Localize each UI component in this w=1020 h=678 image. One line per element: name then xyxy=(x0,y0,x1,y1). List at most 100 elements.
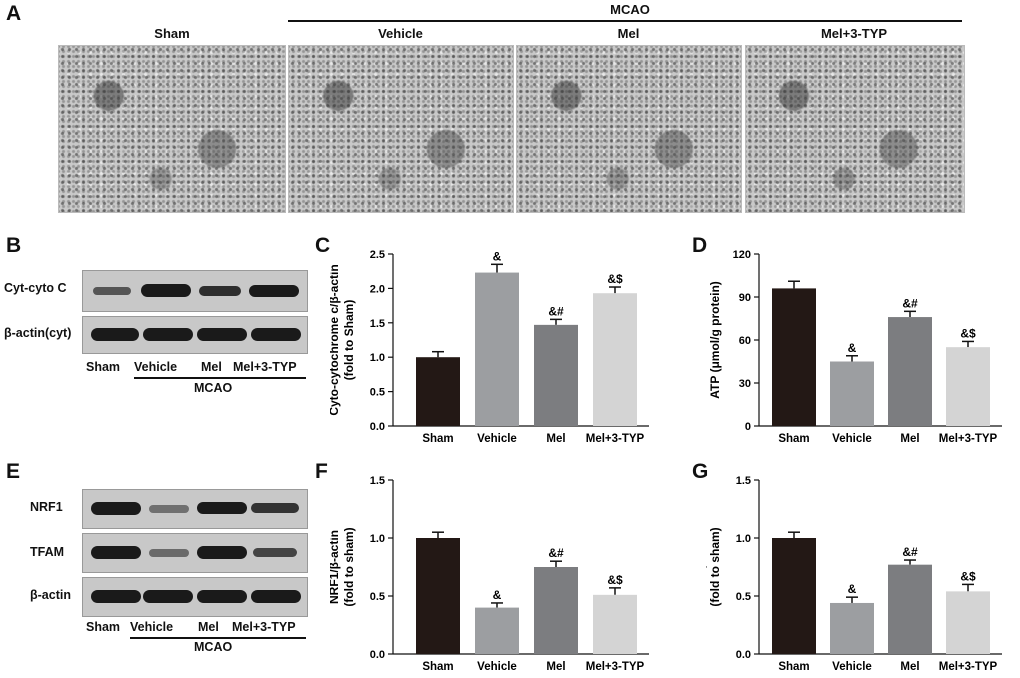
band xyxy=(143,590,193,603)
y-tick-label: 2.0 xyxy=(370,283,385,295)
band xyxy=(91,546,141,559)
panel-letter-g: G xyxy=(692,460,709,483)
panel-letter-e: E xyxy=(6,460,21,483)
lane-label-mel: Mel xyxy=(198,620,219,634)
blot-label-beta-actin-cyt: β-actin(cyt) xyxy=(4,326,72,340)
significance-label: &# xyxy=(548,546,564,560)
x-tick-label: Vehicle xyxy=(832,661,872,673)
x-tick-label: Mel+3-TYP xyxy=(939,433,998,445)
blot-strip-tfam xyxy=(82,533,308,573)
band xyxy=(197,328,247,341)
y-axis-label: (fold to Sham) xyxy=(342,300,356,381)
x-tick-label: Vehicle xyxy=(477,433,517,445)
x-tick-label: Mel xyxy=(900,433,919,445)
band xyxy=(91,502,141,515)
y-axis-label: (fold to sham) xyxy=(708,527,722,606)
mcao-label-e: MCAO xyxy=(194,640,233,654)
em-title-mel-3typ: Mel+3-TYP xyxy=(820,26,888,41)
panel-letter-c: C xyxy=(315,234,331,257)
chart-g: 0.0 0.5 1.0 1.5 TFAM/β-actin(fold to sham) Sh… xyxy=(706,475,1002,673)
x-tick-label: Mel+3-TYP xyxy=(939,661,998,673)
em-image-mel-3typ xyxy=(745,45,965,213)
lane-label-mel-3typ: Mel+3-TYP xyxy=(232,620,296,634)
bar xyxy=(475,272,519,426)
x-tick-label: Vehicle xyxy=(477,661,517,673)
bar xyxy=(416,357,460,426)
blot-label-beta-actin: β-actin xyxy=(30,588,71,602)
lane-label-vehicle: Vehicle xyxy=(130,620,174,634)
band xyxy=(197,502,247,514)
significance-label: &# xyxy=(902,296,918,310)
y-tick-label: 0.5 xyxy=(736,591,751,603)
y-tick-label: 2.5 xyxy=(370,249,385,261)
mcao-group-line xyxy=(288,20,962,22)
band xyxy=(141,284,191,297)
bar xyxy=(593,594,637,654)
y-axis-label: (fold to sham) xyxy=(342,527,356,606)
band xyxy=(253,548,297,557)
blot-label-nrf1: NRF1 xyxy=(30,500,63,514)
x-tick-label: Mel xyxy=(900,661,919,673)
mcao-line-e xyxy=(130,637,306,639)
band xyxy=(249,285,299,297)
band xyxy=(251,590,301,603)
chart-c: 0.0 0.5 1.0 1.5 2.0 2.5 Cyto-cytochrome c/β-ac… xyxy=(330,249,649,445)
panel-letter-f: F xyxy=(315,460,328,483)
y-tick-label: 60 xyxy=(739,335,751,347)
y-tick-label: 1.0 xyxy=(370,352,385,364)
x-tick-label: Vehicle xyxy=(832,433,872,445)
bar xyxy=(772,288,816,426)
x-tick-label: Sham xyxy=(778,661,809,673)
significance-label: &$ xyxy=(607,573,623,587)
significance-label: &$ xyxy=(960,569,976,583)
lane-label-vehicle: Vehicle xyxy=(134,360,178,374)
y-tick-label: 30 xyxy=(739,378,751,390)
mcao-line-b xyxy=(134,377,306,379)
bar xyxy=(830,361,874,426)
em-title-vehicle: Vehicle xyxy=(378,26,423,41)
blot-strip-nrf1 xyxy=(82,489,308,529)
y-tick-label: 1.0 xyxy=(736,533,751,545)
em-image-sham xyxy=(58,45,286,213)
mcao-label-b: MCAO xyxy=(194,381,233,395)
blot-strip-cyt-cyto-c xyxy=(82,270,308,312)
significance-label: & xyxy=(848,582,857,596)
band xyxy=(91,328,139,341)
y-axis-label: ATP (μmol/g protein) xyxy=(708,281,722,399)
em-image-vehicle xyxy=(288,45,514,213)
blot-strip-beta-actin xyxy=(82,577,308,617)
blot-label-tfam: TFAM xyxy=(30,545,65,559)
y-tick-label: 120 xyxy=(733,249,751,261)
panel-letter-a: A xyxy=(6,2,22,25)
em-image-mel xyxy=(516,45,742,213)
x-tick-label: Mel xyxy=(546,661,565,673)
lane-label-mel: Mel xyxy=(201,360,222,374)
bar xyxy=(416,538,460,654)
y-tick-label: 0.5 xyxy=(370,591,385,603)
band xyxy=(93,287,131,295)
bar xyxy=(534,567,578,654)
significance-label: & xyxy=(848,341,857,355)
significance-label: &# xyxy=(902,545,918,559)
band xyxy=(197,546,247,559)
y-tick-label: 1.5 xyxy=(736,475,751,487)
bar xyxy=(593,293,637,426)
band xyxy=(251,328,301,341)
band xyxy=(143,328,193,341)
blot-strip-beta-actin-cyt xyxy=(82,316,308,354)
blot-label-cyt-cyto-c: Cyt-cyto C xyxy=(4,281,67,295)
bar xyxy=(475,607,519,654)
x-tick-label: Sham xyxy=(422,433,453,445)
bar xyxy=(830,602,874,654)
y-tick-label: 0 xyxy=(745,421,751,433)
lane-label-sham: Sham xyxy=(86,620,121,634)
band xyxy=(197,590,247,603)
y-axis-label: NRF1/β-actin xyxy=(330,530,341,604)
y-axis-label: TFAM/β-actin xyxy=(706,529,707,604)
chart-d: 0 30 60 90 120 ATP (μmol/g protein) Sham & Vehic… xyxy=(708,249,1002,445)
x-tick-label: Mel+3-TYP xyxy=(586,661,645,673)
significance-label: &# xyxy=(548,304,564,318)
y-axis-label: Cyto-cytochrome c/β-actin xyxy=(330,264,341,415)
mcao-group-label: MCAO xyxy=(610,2,650,17)
band xyxy=(251,503,299,513)
